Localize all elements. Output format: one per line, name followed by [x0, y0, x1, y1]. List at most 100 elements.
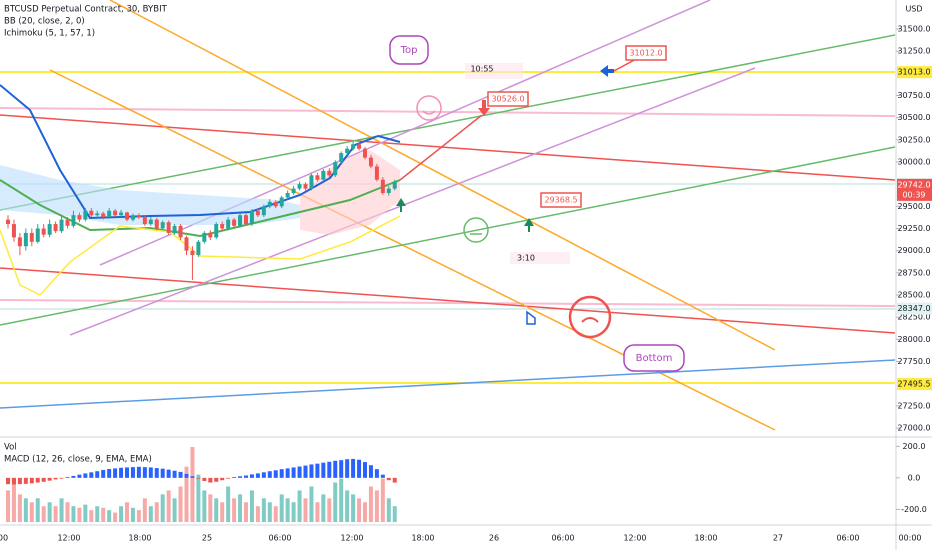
- macd-bar: [172, 470, 177, 478]
- macd-bar: [368, 465, 373, 478]
- x-tick-label: 18:00: [694, 534, 717, 543]
- emoji-mouth: [422, 110, 436, 115]
- macd-bar: [232, 477, 237, 478]
- drawings: [0, 0, 896, 431]
- candle-body: [89, 210, 94, 216]
- time-note: 10:55: [470, 65, 493, 74]
- pane-vol: Vol: [4, 443, 17, 453]
- h-line: [0, 299, 896, 307]
- y-tick-label: 29000.0: [897, 246, 930, 255]
- x-tick-label: 12:00: [623, 534, 646, 543]
- y-tick-label: 29250.0: [897, 224, 930, 233]
- candle-body: [136, 215, 141, 217]
- trend-line: [69, 67, 756, 336]
- candle-body: [285, 193, 290, 198]
- macd-bar: [154, 468, 159, 478]
- countdown: 00:39: [902, 190, 925, 199]
- macd-bar: [357, 459, 362, 478]
- volume-bar: [35, 498, 40, 522]
- price-note: [625, 45, 667, 61]
- volume-bar: [214, 498, 219, 522]
- macd-bar: [130, 467, 135, 478]
- candle-body: [47, 224, 52, 235]
- x-tick-label: 26: [489, 534, 499, 543]
- volume-bar: [392, 506, 397, 522]
- macd-bar: [214, 477, 219, 482]
- volume-bar: [196, 474, 201, 522]
- macd-bar: [53, 477, 58, 480]
- volume-bar: [363, 502, 367, 522]
- candle-body: [249, 210, 254, 225]
- macd-bar: [83, 473, 88, 478]
- price-note: [540, 192, 582, 208]
- y-tick-label: 27000.0: [897, 424, 930, 433]
- macd-bar: [208, 477, 213, 483]
- x-tick-label: 06:00: [551, 534, 574, 543]
- price-marker-label: 28347.0: [897, 304, 930, 313]
- volume-bar: [279, 494, 284, 522]
- volume-bar: [125, 502, 129, 522]
- macd-bar: [321, 462, 326, 478]
- trend-line: [0, 114, 896, 181]
- macd-bar: [6, 477, 10, 485]
- bb-basis: [0, 179, 401, 238]
- macd-bar: [291, 467, 296, 478]
- candle-body: [345, 148, 350, 154]
- macd-bar: [285, 468, 290, 478]
- volume-bar: [255, 506, 260, 522]
- macd-tick-label: 0.0: [908, 473, 921, 482]
- candle-body: [392, 181, 397, 189]
- candle-body: [77, 215, 82, 220]
- macd-bar: [226, 477, 231, 479]
- candle-body: [166, 222, 171, 233]
- range-box: [465, 63, 523, 79]
- macd-bar: [77, 474, 82, 478]
- macd-bar: [184, 473, 189, 478]
- volume-bar: [297, 490, 302, 522]
- price-marker-label: 27495.5: [897, 380, 930, 389]
- macd-bar: [351, 458, 356, 478]
- price-note: [487, 91, 529, 107]
- callout: [389, 35, 429, 65]
- volume-bar: [244, 502, 248, 522]
- volume-bar: [339, 478, 344, 522]
- candle-body: [279, 197, 284, 207]
- volume-bar: [6, 490, 10, 522]
- macd-bar: [101, 469, 106, 478]
- pane-macd: MACD (12, 26, close, 9, EMA, EMA): [4, 455, 152, 465]
- candle-body: [255, 210, 260, 216]
- y-tick-label: 27250.0: [897, 401, 930, 410]
- candle-body: [380, 179, 385, 194]
- volume-bar: [71, 506, 76, 522]
- macd-bar: [95, 471, 100, 478]
- macd-bar: [59, 477, 64, 479]
- candle-body: [226, 219, 231, 229]
- candle-body: [11, 224, 16, 238]
- candle-body: [386, 188, 391, 194]
- macd-bar: [41, 477, 46, 482]
- macd-bar: [196, 477, 201, 479]
- candle-body: [291, 188, 296, 194]
- y-tick-label: 28500.0: [897, 291, 930, 300]
- volume-bar: [77, 507, 82, 522]
- y-tick-label: 28250.0: [897, 313, 930, 322]
- volume-bar: [291, 502, 296, 522]
- candle-body: [35, 228, 40, 242]
- emoji-happy: [416, 95, 442, 121]
- volume-bar: [11, 478, 16, 522]
- volume-bar: [178, 486, 183, 522]
- emoji-neutral: [463, 217, 489, 243]
- cursor-hand: [526, 310, 536, 325]
- candle-body: [309, 175, 314, 189]
- macd-bar: [327, 461, 332, 478]
- macd-bar: [297, 466, 302, 478]
- volume-bar: [23, 498, 28, 522]
- candle-body: [178, 225, 183, 238]
- volume-bar: [351, 494, 356, 522]
- macd-bar: [89, 472, 94, 478]
- volume-bar: [249, 490, 254, 522]
- candle-body: [160, 222, 165, 229]
- macd-bar: [339, 460, 344, 478]
- volume-bar: [202, 490, 207, 522]
